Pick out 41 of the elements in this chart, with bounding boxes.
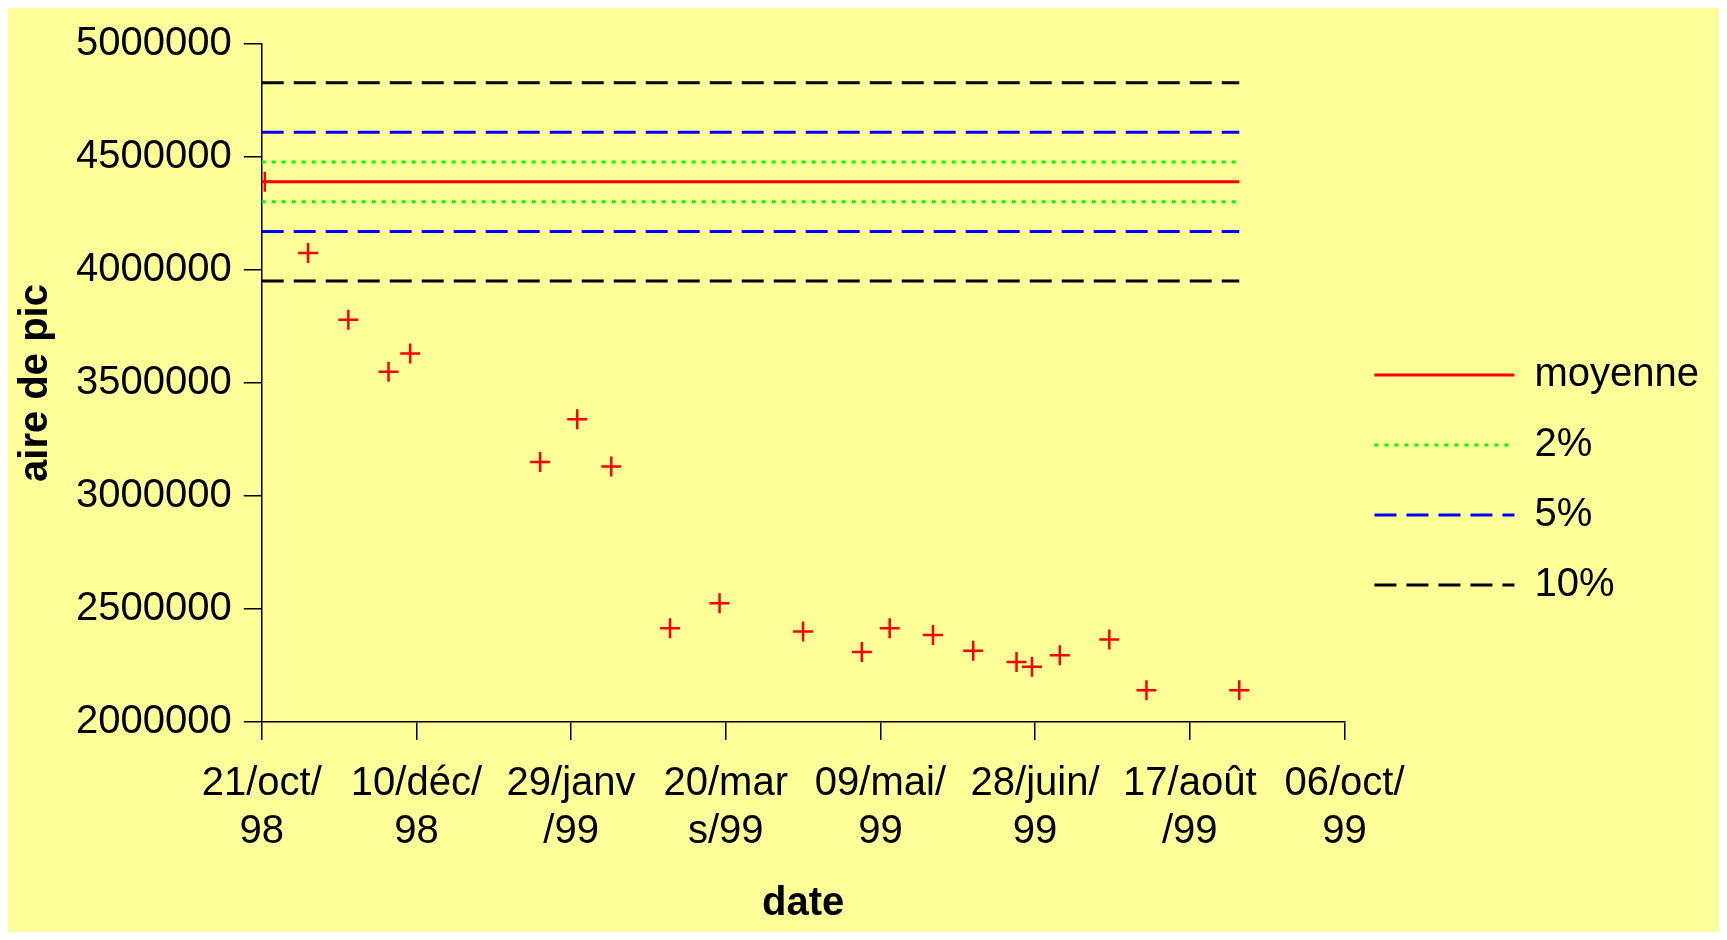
x-tick-label: 06/oct/ 99 — [1284, 759, 1406, 852]
point — [921, 623, 945, 647]
point — [600, 455, 623, 478]
point — [791, 620, 815, 643]
point — [377, 360, 400, 383]
point — [1005, 650, 1028, 674]
x-tick-label: 09/mai/ 99 — [814, 759, 947, 852]
y-tick-label: 3000000 — [75, 471, 232, 516]
point — [1135, 679, 1158, 702]
y-axis-title: aire de pic — [11, 284, 56, 482]
legend-label: 5% — [1534, 490, 1593, 535]
x-tick-label: 28/juin/ 99 — [970, 759, 1101, 852]
legend-label: 2% — [1534, 420, 1593, 465]
point — [658, 616, 682, 640]
point — [1228, 679, 1251, 702]
point — [528, 450, 552, 474]
point — [961, 639, 985, 663]
x-tick-label: 17/août /99 — [1123, 759, 1257, 852]
point — [850, 640, 874, 664]
y-tick-label: 2500000 — [75, 584, 232, 629]
point — [1048, 644, 1072, 667]
point — [337, 308, 360, 331]
legend-label: moyenne — [1534, 350, 1700, 395]
point — [878, 616, 901, 640]
x-tick-label: 20/mar s/99 — [663, 759, 788, 852]
x-axis-title: date — [761, 879, 845, 924]
y-tick-label: 5000000 — [75, 19, 232, 64]
point — [398, 342, 422, 365]
legend-label: 10% — [1534, 560, 1615, 605]
x-tick-label: 10/déc/ 98 — [350, 759, 483, 852]
point — [1098, 628, 1121, 651]
point — [566, 407, 589, 431]
point — [1020, 655, 1044, 678]
point — [708, 592, 731, 615]
x-tick-label: 29/janv /99 — [506, 759, 636, 852]
y-tick-label: 4500000 — [75, 132, 232, 177]
y-tick-label: 3500000 — [75, 358, 232, 403]
y-tick-label: 4000000 — [75, 245, 232, 290]
y-tick-label: 2000000 — [75, 697, 232, 742]
point — [296, 241, 320, 265]
x-tick-label: 21/oct/ 98 — [201, 759, 323, 852]
